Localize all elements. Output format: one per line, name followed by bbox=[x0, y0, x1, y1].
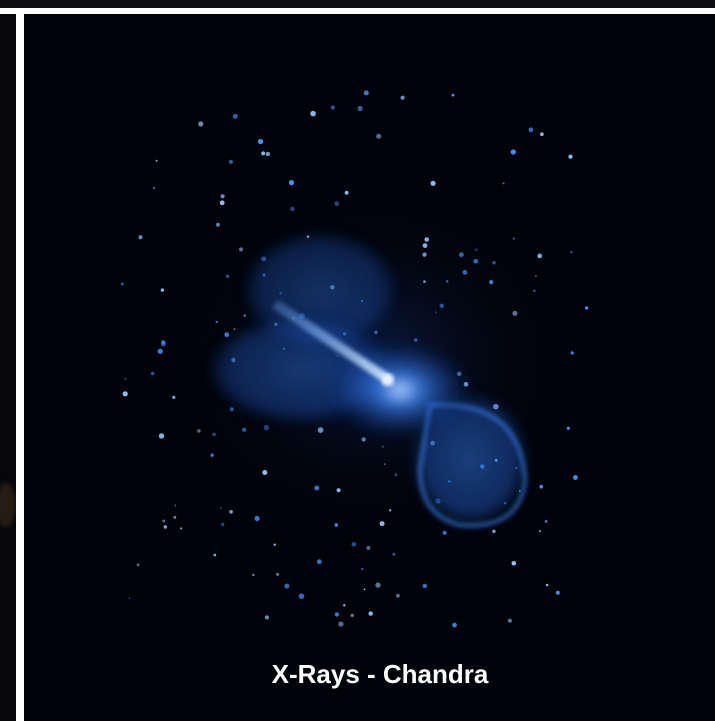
star bbox=[571, 251, 573, 253]
screenshot: X-Rays - Chandra bbox=[0, 0, 715, 721]
galaxy bbox=[170, 190, 570, 530]
star bbox=[161, 288, 164, 291]
star bbox=[123, 391, 128, 396]
star bbox=[161, 340, 165, 344]
star bbox=[502, 182, 504, 184]
star bbox=[252, 574, 254, 576]
star bbox=[540, 132, 544, 136]
star bbox=[151, 372, 154, 375]
star bbox=[137, 563, 140, 566]
star bbox=[158, 349, 163, 354]
star bbox=[452, 623, 457, 628]
star bbox=[310, 111, 316, 117]
star bbox=[164, 525, 167, 528]
star bbox=[274, 544, 276, 546]
caption: X-Rays - Chandra bbox=[272, 659, 489, 689]
star bbox=[162, 520, 165, 523]
star bbox=[139, 235, 143, 239]
star bbox=[125, 378, 127, 380]
star bbox=[213, 554, 216, 557]
star bbox=[573, 475, 578, 480]
left-panel-sliver bbox=[0, 14, 16, 721]
divider-vertical bbox=[16, 8, 24, 721]
star bbox=[338, 621, 343, 626]
star bbox=[568, 155, 572, 159]
star bbox=[529, 127, 534, 132]
star bbox=[423, 584, 427, 588]
star bbox=[539, 530, 541, 532]
star bbox=[229, 160, 233, 164]
star bbox=[545, 520, 548, 523]
nucleus bbox=[382, 374, 394, 386]
star bbox=[508, 619, 512, 623]
star bbox=[220, 507, 222, 509]
star bbox=[153, 187, 155, 189]
star bbox=[198, 121, 203, 126]
star bbox=[376, 134, 381, 139]
star bbox=[289, 180, 294, 185]
star bbox=[299, 593, 305, 599]
star bbox=[261, 151, 265, 155]
divider-horizontal bbox=[0, 8, 715, 14]
star bbox=[216, 223, 220, 227]
star bbox=[180, 527, 182, 529]
star bbox=[351, 614, 354, 617]
star bbox=[511, 149, 516, 154]
star bbox=[175, 505, 177, 507]
star bbox=[366, 546, 370, 550]
star bbox=[276, 573, 279, 576]
star bbox=[233, 114, 238, 119]
star bbox=[229, 510, 233, 514]
star bbox=[220, 200, 225, 205]
star bbox=[358, 106, 363, 111]
star bbox=[129, 597, 131, 599]
star bbox=[173, 516, 176, 519]
star bbox=[221, 194, 225, 198]
star bbox=[343, 604, 345, 606]
image-panel: X-Rays - Chandra bbox=[0, 0, 715, 721]
star bbox=[396, 594, 400, 598]
star bbox=[159, 433, 164, 438]
star bbox=[255, 516, 260, 521]
star bbox=[492, 530, 495, 533]
star bbox=[364, 90, 369, 95]
star bbox=[393, 553, 396, 556]
star bbox=[364, 588, 366, 590]
star bbox=[352, 542, 357, 547]
star bbox=[443, 531, 447, 535]
top-panel-sliver bbox=[0, 0, 715, 8]
star bbox=[156, 160, 158, 162]
star bbox=[265, 615, 269, 619]
star bbox=[361, 568, 363, 570]
star bbox=[571, 351, 574, 354]
star bbox=[401, 96, 405, 100]
star bbox=[284, 584, 289, 589]
star bbox=[512, 561, 517, 566]
star bbox=[375, 582, 380, 587]
star bbox=[266, 152, 270, 156]
star bbox=[585, 306, 588, 309]
star bbox=[335, 612, 339, 616]
star bbox=[258, 139, 263, 144]
star bbox=[556, 591, 560, 595]
star bbox=[369, 611, 373, 615]
star bbox=[121, 282, 124, 285]
star bbox=[317, 559, 322, 564]
star bbox=[513, 238, 515, 240]
star bbox=[540, 485, 544, 489]
star bbox=[331, 105, 335, 109]
star bbox=[452, 94, 455, 97]
star bbox=[537, 254, 542, 259]
star bbox=[546, 584, 549, 587]
star bbox=[567, 427, 570, 430]
star bbox=[221, 523, 224, 526]
star bbox=[431, 181, 436, 186]
